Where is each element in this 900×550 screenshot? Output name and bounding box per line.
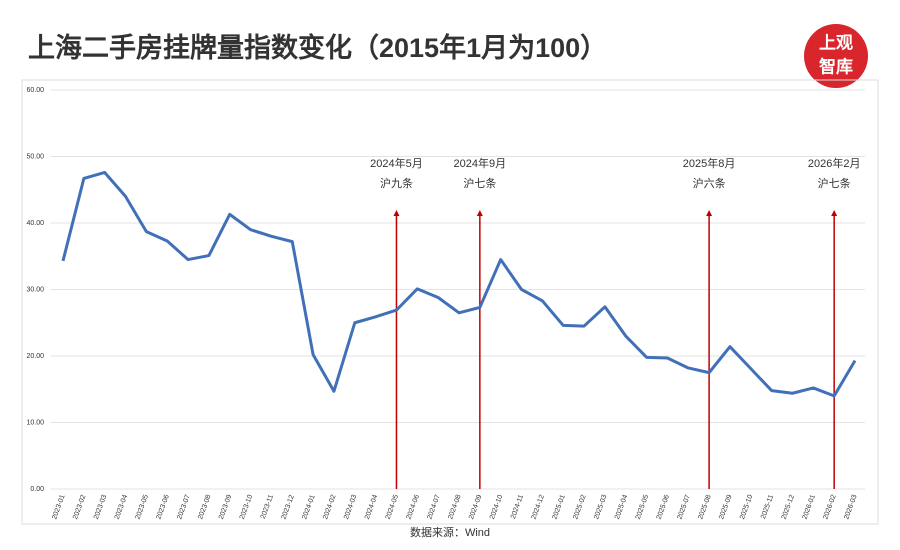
x-tick-label: 2025-05: [635, 494, 650, 521]
y-tick-label: 30.00: [26, 286, 44, 293]
x-tick-label: 2026-02: [822, 494, 837, 521]
x-tick-label: 2023-05: [135, 494, 150, 521]
x-tick-label: 2025-07: [677, 494, 692, 521]
annotation-label: 沪九条: [380, 176, 413, 190]
x-tick-label: 2024-03: [343, 494, 358, 521]
x-tick-label: 2024-09: [468, 494, 483, 521]
annotation-label: 沪七条: [463, 176, 496, 190]
chart-title: 上海二手房挂牌量指数变化（2015年1月为100）: [28, 32, 607, 63]
y-tick-label: 60.00: [26, 87, 44, 94]
x-tick-label: 2025-01: [551, 494, 566, 521]
x-tick-label: 2025-04: [614, 494, 629, 521]
source-note: 数据来源：Wind: [410, 525, 490, 539]
x-tick-label: 2023-02: [72, 494, 87, 521]
x-tick-label: 2023-03: [93, 494, 108, 521]
x-tick-label: 2024-10: [489, 494, 504, 521]
annotation-date: 2024年5月: [370, 156, 423, 170]
x-tick-label: 2025-11: [760, 494, 775, 520]
x-tick-label: 2023-07: [176, 494, 191, 521]
x-tick-label: 2023-10: [239, 494, 254, 521]
annotation-label: 沪七条: [818, 176, 851, 190]
x-tick-label: 2023-12: [281, 494, 296, 521]
y-tick-label: 10.00: [26, 419, 44, 426]
x-tick-label: 2025-06: [656, 494, 671, 521]
x-tick-label: 2024-07: [426, 494, 441, 521]
x-tick-label: 2025-03: [593, 494, 608, 521]
y-tick-label: 20.00: [26, 353, 44, 360]
x-tick-label: 2024-05: [385, 494, 400, 521]
x-tick-label: 2023-11: [260, 494, 275, 520]
x-tick-label: 2025-09: [718, 494, 733, 521]
x-tick-label: 2023-08: [197, 494, 212, 521]
y-tick-label: 0.00: [30, 486, 44, 493]
y-tick-label: 40.00: [26, 220, 44, 227]
x-tick-label: 2023-06: [155, 494, 170, 521]
annotation-arrowhead: [706, 210, 713, 216]
x-tick-label: 2025-02: [572, 494, 587, 521]
x-tick-label: 2024-12: [531, 494, 546, 521]
chart-frame: [21, 79, 879, 525]
x-tick-label: 2026-03: [843, 494, 858, 521]
x-tick-label: 2024-08: [447, 494, 462, 521]
logo-text: 智库: [819, 56, 853, 76]
x-tick-label: 2026-01: [802, 494, 817, 521]
annotation-label: 沪六条: [693, 176, 726, 190]
x-tick-label: 2023-09: [218, 494, 233, 521]
y-tick-label: 50.00: [26, 153, 44, 160]
annotation-date: 2026年2月: [808, 156, 861, 170]
x-tick-label: 2023-04: [114, 494, 129, 521]
annotation-arrowhead: [476, 210, 483, 216]
x-tick-label: 2025-08: [697, 494, 712, 521]
x-tick-label: 2023-01: [51, 494, 66, 521]
x-tick-label: 2025-12: [781, 494, 796, 521]
x-tick-label: 2024-04: [364, 494, 379, 521]
annotation-date: 2024年9月: [454, 156, 507, 170]
annotation-arrowhead: [393, 210, 400, 216]
x-tick-label: 2024-02: [322, 494, 337, 521]
annotation-date: 2025年8月: [683, 156, 736, 170]
annotation-arrowhead: [831, 210, 838, 216]
x-tick-label: 2024-11: [510, 494, 525, 520]
x-tick-label: 2024-01: [301, 494, 316, 521]
logo-text: 上观: [819, 33, 853, 52]
x-tick-label: 2025-10: [739, 494, 754, 521]
logo-badge: [804, 24, 868, 88]
x-tick-label: 2024-06: [406, 494, 421, 521]
data-line: [61, 170, 857, 398]
